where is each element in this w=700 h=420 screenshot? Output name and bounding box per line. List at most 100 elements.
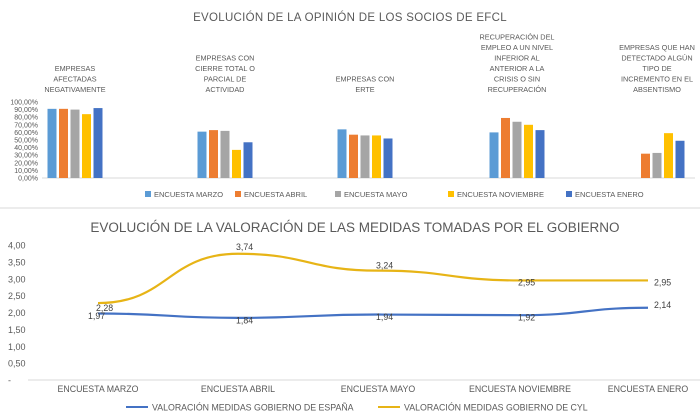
bar-y-tick-label: 20,00%: [14, 160, 38, 167]
bar: [664, 133, 673, 178]
line-series: 1,97 1,84 1,94 1,92 2,14 2,28 3,74 3,24 2,95 2,95: [88, 242, 671, 326]
bar: [360, 135, 370, 178]
line-chart: EVOLUCIÓN DE LA VALORACIÓN DE LAS MEDIDA…: [8, 220, 700, 413]
line-y-tick-label: 1,00: [8, 342, 26, 352]
bar-category-label: EMPRESAS: [55, 64, 96, 73]
bar: [489, 132, 499, 178]
bar-category-label: ERTE: [355, 85, 374, 94]
bar-y-tick-label: 100,00%: [10, 100, 38, 107]
bar-legend-swatch: [448, 191, 454, 197]
bar-category-label: CIERRE TOTAL O: [195, 64, 255, 73]
bar-legend-swatch: [566, 191, 572, 197]
bar-legend-swatch: [335, 191, 341, 197]
bar-legend-label: ENCUESTA MARZO: [154, 190, 223, 199]
bar-y-tick-label: 50,00%: [14, 138, 38, 145]
line-chart-title: EVOLUCIÓN DE LA VALORACIÓN DE LAS MEDIDA…: [90, 220, 619, 235]
bar-legend-label: ENCUESTA ENERO: [575, 190, 644, 199]
line-data-label: 3,24: [376, 261, 393, 271]
line-x-axis: ENCUESTA MARZO ENCUESTA ABRIL ENCUESTA MAY…: [58, 384, 689, 394]
bar-y-tick-label: 60,00%: [14, 130, 38, 137]
line-legend-label: VALORACIÓN MEDIDAS GOBIERNO DE CYL: [404, 403, 588, 413]
line-y-axis: - 0,50 1,00 1,50 2,00 2,50 3,00 3,50 4,00: [8, 241, 700, 386]
bar: [82, 114, 91, 178]
line-data-label: 2,28: [96, 303, 113, 313]
bar-legend-label: ENCUESTA ABRIL: [244, 190, 307, 199]
bar-category-label: EMPLEO A UN NIVEL: [481, 43, 553, 52]
line-x-tick-label: ENCUESTA NOVIEMBRE: [469, 384, 571, 394]
bar: [220, 130, 230, 178]
line-y-tick-label: 3,50: [8, 257, 26, 267]
bar: [209, 130, 218, 178]
bar: [70, 109, 80, 178]
bar: [383, 138, 393, 178]
line-series-path: [97, 306, 649, 320]
line-data-label: 1,97: [88, 311, 105, 321]
bar-category-label: ANTERIOR A LA: [490, 64, 545, 73]
bar: [349, 134, 358, 178]
bar: [512, 121, 522, 178]
line-data-label: 2,95: [654, 277, 671, 287]
line-y-tick-label: 2,00: [8, 308, 26, 318]
bar-category-label: INFERIOR AL: [494, 54, 539, 63]
bar: [675, 140, 685, 178]
line-y-tick-label: 2,50: [8, 291, 26, 301]
line-y-tick-label: 4,00: [8, 241, 26, 251]
bar: [641, 153, 650, 178]
bar-chart-title: EVOLUCIÓN DE LA OPINIÓN DE LOS SOCIOS DE…: [193, 11, 507, 24]
bar-category-label: ACTIVIDAD: [206, 85, 245, 94]
bar-y-tick-label: 10,00%: [14, 168, 38, 175]
line-legend-label: VALORACIÓN MEDIDAS GOBIERNO DE ESPAÑA: [152, 403, 354, 413]
bar-category-label: RECUPERACIÓN DEL: [479, 33, 554, 42]
line-data-label: 2,14: [654, 300, 671, 310]
bar-y-tick-label: 80,00%: [14, 115, 38, 122]
line-y-tick-label: 0,50: [8, 359, 26, 369]
line-series-path: [97, 252, 649, 305]
bar-category-label: TIPO DE: [642, 64, 671, 73]
line-data-label: 1,92: [518, 313, 535, 323]
bar-category-label: ABSENTISMO: [633, 85, 681, 94]
bar: [93, 108, 103, 178]
bar-category-label: INCREMENTO EN EL: [621, 75, 693, 84]
bar-legend: ENCUESTA MARZO ENCUESTA ABRIL ENCUESTA MAY…: [145, 190, 644, 199]
bar: [501, 117, 510, 178]
line-x-tick-label: ENCUESTA MARZO: [58, 384, 139, 394]
line-y-tick-label: 3,00: [8, 274, 26, 284]
bar-category-label: RECUPERACIÓN: [488, 85, 547, 94]
bar: [232, 149, 241, 178]
bar-y-tick-label: 90,00%: [14, 107, 38, 114]
bar-category-label: NEGATIVAMENTE: [44, 85, 105, 94]
bar-category-label: CRISIS O SIN: [494, 75, 540, 84]
bar: [652, 152, 662, 178]
line-data-label: 3,74: [236, 242, 253, 252]
bar-y-tick-label: 0,00%: [18, 176, 38, 183]
line-y-tick-label: 1,50: [8, 325, 26, 335]
bar-legend-swatch: [145, 191, 151, 197]
line-data-label: 2,95: [518, 277, 535, 287]
bar: [535, 130, 545, 178]
bar-legend-label: ENCUESTA MAYO: [344, 190, 408, 199]
bar-category-label: AFECTADAS: [53, 75, 96, 84]
line-x-tick-label: ENCUESTA MAYO: [341, 384, 416, 394]
line-legend: VALORACIÓN MEDIDAS GOBIERNO DE ESPAÑA VAL…: [126, 403, 588, 413]
bar-series-bars: [47, 108, 685, 178]
bar: [372, 135, 381, 178]
bar: [197, 131, 207, 178]
bar-y-tick-label: 40,00%: [14, 145, 38, 152]
bar: [243, 142, 253, 178]
bar-category-label: EMPRESAS CON: [336, 75, 395, 84]
bar-category-label: EMPRESAS CON: [196, 54, 255, 63]
line-data-label: 1,94: [376, 312, 393, 322]
bar-y-tick-label: 30,00%: [14, 153, 38, 160]
bar-category-label: EMPRESAS QUE HAN: [619, 43, 695, 52]
bar-category-label: PARCIAL DE: [204, 75, 247, 84]
bar: [524, 124, 533, 178]
line-x-tick-label: ENCUESTA ENERO: [608, 384, 689, 394]
bar: [337, 129, 347, 178]
bar: [59, 108, 68, 178]
line-x-tick-label: ENCUESTA ABRIL: [201, 384, 275, 394]
bar-legend-label: ENCUESTA NOVIEMBRE: [457, 190, 544, 199]
bar-chart: EVOLUCIÓN DE LA OPINIÓN DE LOS SOCIOS DE…: [10, 11, 695, 199]
bar: [47, 108, 57, 178]
